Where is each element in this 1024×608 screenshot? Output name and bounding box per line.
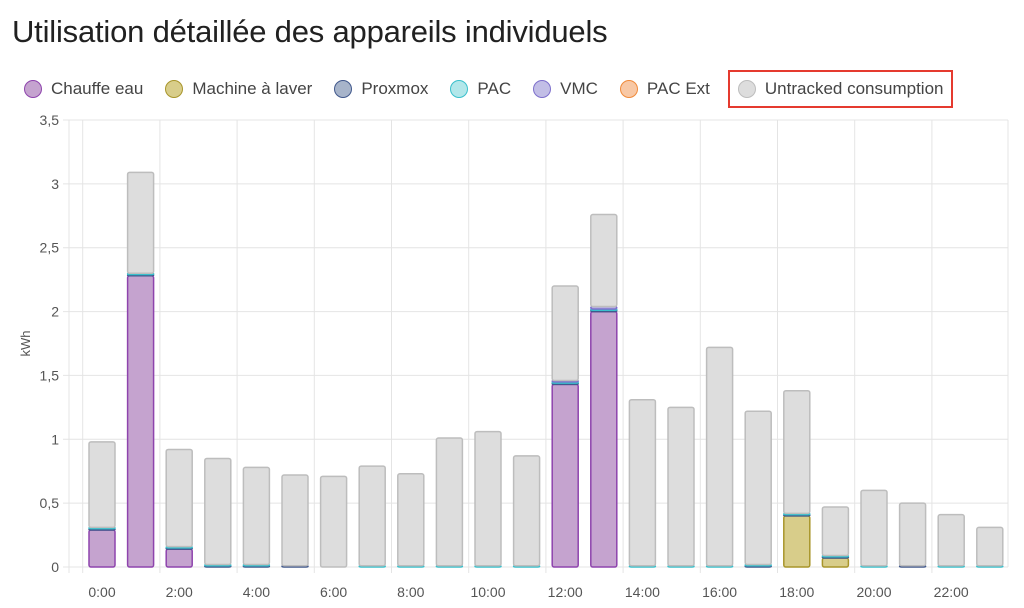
bar-segment-untracked-consumption[interactable] bbox=[435, 437, 464, 567]
legend-label: Chauffe eau bbox=[51, 79, 144, 98]
bar-segment-untracked-consumption[interactable] bbox=[358, 465, 386, 567]
x-tick-label: 6:00 bbox=[320, 584, 347, 600]
bar-segment-chauffe-eau[interactable] bbox=[551, 383, 579, 568]
bar-segment-machine-laver[interactable] bbox=[821, 557, 850, 568]
legend-swatch-icon bbox=[165, 80, 184, 98]
legend-item-machine-laver[interactable]: Machine à laver bbox=[165, 74, 312, 104]
x-tick-label: 18:00 bbox=[779, 584, 814, 600]
bar-segment-untracked-consumption[interactable] bbox=[474, 430, 502, 567]
x-tick-label: 16:00 bbox=[702, 584, 737, 600]
bar-segment-untracked-consumption[interactable] bbox=[165, 448, 193, 548]
legend-item-proxmox[interactable]: Proxmox bbox=[334, 74, 428, 104]
legend-item-vmc[interactable]: VMC bbox=[533, 74, 598, 104]
bar-segment-chauffe-eau[interactable] bbox=[126, 275, 155, 568]
legend-label: Machine à laver bbox=[192, 79, 313, 98]
x-tick-label: 12:00 bbox=[548, 584, 583, 600]
bar-segment-untracked-consumption[interactable] bbox=[88, 441, 116, 529]
bar-segment-untracked-consumption[interactable] bbox=[860, 489, 888, 567]
legend: Chauffe eau Machine à laver Proxmox PAC VMC P… bbox=[24, 70, 973, 108]
bar-segment-untracked-consumption[interactable] bbox=[242, 466, 271, 566]
x-tick-label: 8:00 bbox=[397, 584, 424, 600]
legend-label: VMC bbox=[560, 79, 598, 98]
bar-segment-untracked-consumption[interactable] bbox=[397, 473, 425, 567]
bar-segment-untracked-consumption[interactable] bbox=[319, 475, 348, 568]
legend-label: Proxmox bbox=[361, 79, 429, 98]
y-tick-label: 1,5 bbox=[40, 367, 60, 383]
y-tick-label: 0 bbox=[51, 559, 59, 575]
y-tick-label: 3 bbox=[51, 176, 59, 192]
legend-label: PAC Ext bbox=[646, 79, 710, 98]
bar-segment-untracked-consumption[interactable] bbox=[628, 398, 657, 567]
legend-swatch-icon bbox=[533, 80, 552, 98]
bar-segment-untracked-consumption[interactable] bbox=[705, 346, 734, 567]
y-tick-label: 2,5 bbox=[40, 240, 60, 256]
bar-segment-untracked-consumption[interactable] bbox=[551, 285, 579, 382]
x-tick-label: 14:00 bbox=[625, 584, 660, 600]
bar-segment-untracked-consumption[interactable] bbox=[281, 474, 309, 567]
bar-segment-untracked-consumption[interactable] bbox=[783, 390, 811, 515]
x-tick-label: 4:00 bbox=[243, 584, 270, 600]
bar-segment-untracked-consumption[interactable] bbox=[976, 526, 1004, 567]
bar-segment-chauffe-eau[interactable] bbox=[590, 310, 618, 568]
bar-segment-untracked-consumption[interactable] bbox=[126, 171, 155, 275]
y-tick-label: 1 bbox=[51, 431, 59, 447]
y-axis-label: kWh bbox=[18, 331, 33, 357]
legend-swatch-icon bbox=[737, 80, 756, 98]
bar-segment-untracked-consumption[interactable] bbox=[744, 410, 772, 566]
x-tick-label: 0:00 bbox=[88, 584, 115, 600]
legend-swatch-icon bbox=[619, 80, 638, 98]
legend-item-pac[interactable]: PAC bbox=[450, 74, 511, 104]
y-tick-label: 0,5 bbox=[40, 495, 60, 511]
bar-segment-untracked-consumption[interactable] bbox=[204, 457, 232, 566]
legend-swatch-icon bbox=[450, 80, 469, 98]
bar-segment-untracked-consumption[interactable] bbox=[590, 213, 618, 308]
x-tick-label: 20:00 bbox=[856, 584, 891, 600]
bar-segment-chauffe-eau[interactable] bbox=[88, 529, 116, 568]
bar-segment-untracked-consumption[interactable] bbox=[667, 406, 695, 567]
bar-segment-untracked-consumption[interactable] bbox=[898, 502, 927, 567]
bar-segment-chauffe-eau[interactable] bbox=[165, 548, 193, 568]
legend-item-pac-ext[interactable]: PAC Ext bbox=[619, 74, 710, 104]
legend-swatch-icon bbox=[24, 80, 42, 98]
bar-segment-untracked-consumption[interactable] bbox=[937, 513, 965, 567]
chart-title: Utilisation détaillée des appareils indi… bbox=[12, 14, 608, 49]
legend-label: Untracked consumption bbox=[764, 79, 944, 98]
x-tick-label: 2:00 bbox=[166, 584, 193, 600]
bar-segment-untracked-consumption[interactable] bbox=[821, 506, 850, 557]
legend-swatch-icon bbox=[334, 80, 353, 98]
x-tick-label: 22:00 bbox=[934, 584, 969, 600]
legend-item-untracked-consumption[interactable]: Untracked consumption bbox=[727, 70, 954, 108]
y-tick-label: 3,5 bbox=[40, 112, 60, 128]
bar-segment-machine-laver[interactable] bbox=[783, 515, 811, 568]
bar-segment-untracked-consumption[interactable] bbox=[512, 455, 541, 567]
legend-item-chauffe-eau[interactable]: Chauffe eau bbox=[24, 74, 143, 104]
legend-label: PAC bbox=[477, 79, 512, 98]
y-tick-label: 2 bbox=[51, 304, 59, 320]
x-tick-label: 10:00 bbox=[470, 584, 505, 600]
